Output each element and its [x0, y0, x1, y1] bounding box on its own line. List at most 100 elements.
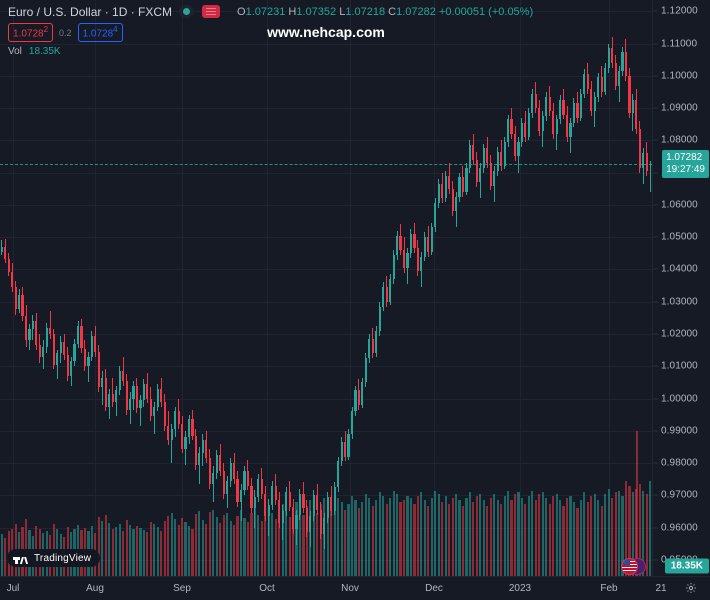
candle-body	[14, 287, 17, 309]
candle-body	[520, 122, 523, 142]
replay-badge-icon[interactable]	[202, 5, 221, 18]
price-tick-label: 1.05000	[661, 231, 698, 243]
volume-bar	[489, 498, 492, 576]
candle-body	[611, 48, 614, 63]
volume-bar	[298, 509, 302, 576]
candle-body	[468, 145, 471, 168]
volume-bar	[239, 510, 243, 576]
symbol-title[interactable]: Euro / U.S. Dollar · 1D · FXCM	[8, 4, 173, 19]
candle-body	[430, 227, 433, 252]
candle-wick	[254, 490, 256, 528]
candle-body	[257, 479, 260, 497]
candle-body	[565, 114, 569, 138]
grid-line-vertical	[520, 0, 521, 576]
candle-body	[500, 151, 503, 167]
price-axis[interactable]: 1.120001.110001.100001.090001.080001.070…	[652, 0, 710, 576]
bid-price-button[interactable]: 1.07282	[8, 23, 54, 42]
price-tick-label: 1.04000	[661, 263, 698, 275]
candle-body	[56, 353, 59, 365]
candle-body	[226, 480, 229, 494]
candle-body	[461, 177, 465, 192]
high-value: 1.07352	[296, 5, 337, 18]
volume-bar	[500, 503, 503, 576]
volume-bar	[545, 498, 548, 576]
candle-body	[115, 390, 118, 402]
volume-bar	[538, 494, 541, 576]
us-flag-icon[interactable]	[621, 558, 638, 575]
gear-icon[interactable]	[685, 582, 697, 594]
grid-line-vertical	[95, 0, 96, 576]
volume-bar	[250, 513, 253, 576]
time-axis[interactable]: Jul Aug Sep Oct Nov Dec 2023 Feb 21	[0, 576, 710, 600]
candle-wick	[153, 401, 155, 434]
candle-body	[174, 411, 177, 430]
candle-body	[194, 435, 197, 465]
volume-bar	[0, 534, 3, 576]
volume-bar	[579, 500, 582, 576]
volume-bar	[139, 527, 142, 576]
volume-bar	[236, 516, 239, 576]
volume-bar	[458, 500, 461, 576]
volume-bar	[361, 501, 364, 576]
volume-bar	[638, 483, 641, 576]
volume-bar	[593, 494, 596, 576]
candle-body	[496, 151, 499, 172]
volume-bar	[402, 500, 406, 576]
price-tick-mark	[653, 10, 658, 12]
candle-body	[524, 122, 527, 138]
volume-bar	[513, 494, 517, 576]
volume-bar	[441, 501, 444, 576]
candle-body	[475, 159, 478, 183]
volume-bar	[156, 526, 159, 576]
candle-body	[250, 485, 253, 509]
candle-body	[506, 119, 510, 142]
candle-body	[562, 100, 565, 115]
low-label: L	[339, 5, 346, 18]
volume-bar	[559, 500, 562, 576]
volume-bar	[347, 503, 350, 576]
price-tick-mark	[653, 75, 658, 77]
candle-body	[312, 495, 315, 517]
candle-body	[187, 419, 191, 438]
volume-bar	[510, 500, 513, 576]
tradingview-logo[interactable]: TradingView	[7, 549, 101, 567]
volume-bar	[527, 496, 530, 576]
volume-bar	[125, 519, 128, 576]
high-label: H	[288, 5, 297, 18]
candle-body	[142, 384, 145, 401]
volume-bar	[451, 498, 454, 576]
market-status-badge[interactable]	[179, 5, 195, 18]
chart-plot-area[interactable]	[0, 0, 652, 576]
price-tick-label: 0.98000	[661, 457, 698, 469]
volume-bar	[465, 498, 468, 576]
candle-body	[392, 254, 395, 280]
volume-bar	[565, 498, 569, 576]
candle-body	[569, 122, 572, 138]
ask-price-button[interactable]: 1.07284	[77, 23, 123, 42]
candle-body	[378, 306, 381, 331]
candle-body	[316, 495, 319, 510]
candle-body	[624, 51, 628, 76]
volume-bar	[246, 521, 250, 576]
volume-bar	[642, 490, 645, 576]
volume-bar	[115, 526, 118, 576]
volume-bar	[517, 492, 520, 576]
candle-body	[448, 175, 451, 189]
volume-bar	[590, 496, 593, 576]
grid-line-horizontal	[0, 430, 652, 432]
candle-body	[340, 442, 343, 462]
candle-body	[389, 279, 392, 302]
volume-bar	[312, 507, 315, 576]
grid-line-horizontal	[0, 108, 652, 110]
volume-bar	[4, 538, 7, 576]
candle-body	[409, 233, 413, 254]
volume-bar	[222, 515, 225, 576]
candle-body	[631, 100, 634, 113]
grid-line-vertical	[434, 0, 435, 576]
volume-bar	[534, 500, 537, 576]
price-tick-label: 1.12000	[661, 5, 698, 17]
price-tick-mark	[653, 107, 658, 109]
candle-body	[236, 479, 239, 502]
volume-bar	[364, 494, 367, 576]
